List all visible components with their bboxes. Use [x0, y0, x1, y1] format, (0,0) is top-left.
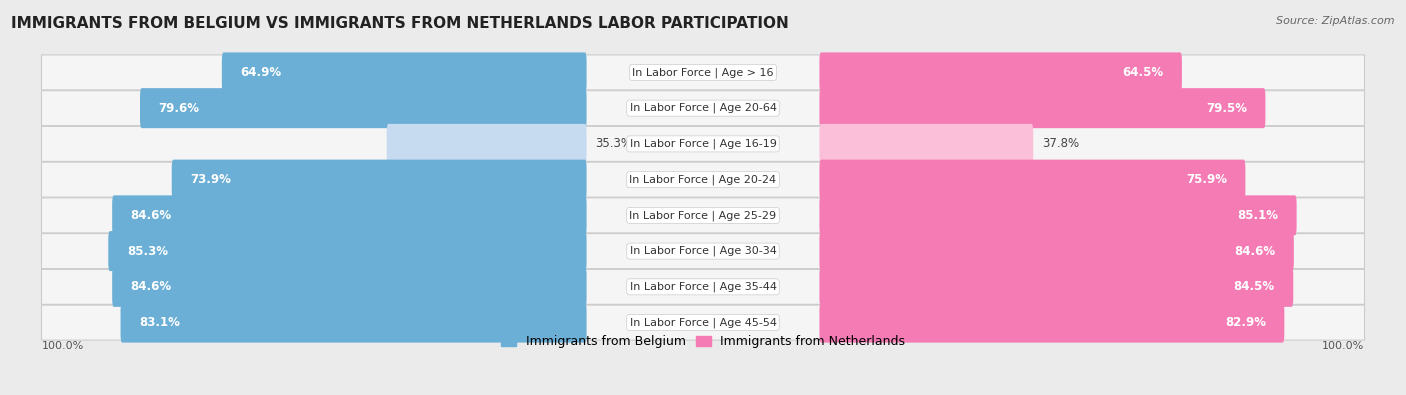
FancyBboxPatch shape	[112, 267, 586, 307]
Text: In Labor Force | Age 25-29: In Labor Force | Age 25-29	[630, 210, 776, 221]
FancyBboxPatch shape	[820, 53, 1182, 92]
Text: 79.5%: 79.5%	[1206, 102, 1247, 115]
FancyBboxPatch shape	[42, 126, 1364, 162]
FancyBboxPatch shape	[121, 303, 586, 342]
Text: In Labor Force | Age 20-24: In Labor Force | Age 20-24	[630, 174, 776, 185]
FancyBboxPatch shape	[820, 231, 1294, 271]
Text: In Labor Force | Age 30-34: In Labor Force | Age 30-34	[630, 246, 776, 256]
Text: 73.9%: 73.9%	[190, 173, 231, 186]
Text: In Labor Force | Age 16-19: In Labor Force | Age 16-19	[630, 139, 776, 149]
FancyBboxPatch shape	[820, 303, 1284, 342]
FancyBboxPatch shape	[222, 53, 586, 92]
Text: In Labor Force | Age 45-54: In Labor Force | Age 45-54	[630, 317, 776, 328]
Legend: Immigrants from Belgium, Immigrants from Netherlands: Immigrants from Belgium, Immigrants from…	[495, 330, 911, 354]
Text: In Labor Force | Age 35-44: In Labor Force | Age 35-44	[630, 282, 776, 292]
Text: Source: ZipAtlas.com: Source: ZipAtlas.com	[1277, 16, 1395, 26]
Text: 64.9%: 64.9%	[240, 66, 281, 79]
Text: 64.5%: 64.5%	[1122, 66, 1163, 79]
FancyBboxPatch shape	[42, 269, 1364, 305]
Text: IMMIGRANTS FROM BELGIUM VS IMMIGRANTS FROM NETHERLANDS LABOR PARTICIPATION: IMMIGRANTS FROM BELGIUM VS IMMIGRANTS FR…	[11, 16, 789, 31]
Text: 35.3%: 35.3%	[595, 137, 633, 150]
FancyBboxPatch shape	[820, 267, 1294, 307]
FancyBboxPatch shape	[42, 305, 1364, 340]
FancyBboxPatch shape	[108, 231, 586, 271]
FancyBboxPatch shape	[42, 55, 1364, 90]
Text: 85.1%: 85.1%	[1237, 209, 1278, 222]
Text: In Labor Force | Age > 16: In Labor Force | Age > 16	[633, 67, 773, 78]
Text: 79.6%: 79.6%	[159, 102, 200, 115]
FancyBboxPatch shape	[820, 160, 1246, 199]
FancyBboxPatch shape	[112, 196, 586, 235]
Text: In Labor Force | Age 20-64: In Labor Force | Age 20-64	[630, 103, 776, 113]
FancyBboxPatch shape	[42, 162, 1364, 197]
FancyBboxPatch shape	[42, 198, 1364, 233]
FancyBboxPatch shape	[42, 90, 1364, 126]
FancyBboxPatch shape	[387, 124, 586, 164]
Text: 83.1%: 83.1%	[139, 316, 180, 329]
Text: 84.6%: 84.6%	[131, 280, 172, 293]
Text: 82.9%: 82.9%	[1225, 316, 1265, 329]
Text: 84.6%: 84.6%	[131, 209, 172, 222]
Text: 75.9%: 75.9%	[1185, 173, 1227, 186]
FancyBboxPatch shape	[141, 88, 586, 128]
FancyBboxPatch shape	[820, 196, 1296, 235]
Text: 100.0%: 100.0%	[42, 341, 84, 351]
FancyBboxPatch shape	[820, 88, 1265, 128]
Text: 37.8%: 37.8%	[1042, 137, 1078, 150]
Text: 85.3%: 85.3%	[127, 245, 167, 258]
Text: 100.0%: 100.0%	[1322, 341, 1364, 351]
Text: 84.6%: 84.6%	[1234, 245, 1275, 258]
FancyBboxPatch shape	[172, 160, 586, 199]
Text: 84.5%: 84.5%	[1233, 280, 1275, 293]
FancyBboxPatch shape	[42, 233, 1364, 269]
FancyBboxPatch shape	[820, 124, 1033, 164]
